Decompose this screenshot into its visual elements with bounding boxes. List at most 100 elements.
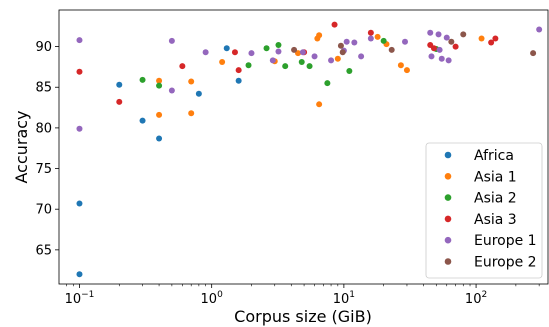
data-point-4-1 xyxy=(76,125,83,132)
data-point-4-8 xyxy=(299,49,306,56)
data-point-2-10 xyxy=(380,37,387,44)
data-point-2-0 xyxy=(139,76,146,83)
data-point-3-0 xyxy=(76,68,83,75)
data-point-4-16 xyxy=(402,38,408,45)
legend-box xyxy=(425,142,543,279)
x-axis-title: Corpus size (GiB) xyxy=(234,307,372,326)
data-point-3-12 xyxy=(492,35,499,42)
data-point-4-4 xyxy=(202,49,209,56)
data-point-3-11 xyxy=(488,39,495,46)
data-point-2-9 xyxy=(346,67,353,74)
data-point-4-24 xyxy=(536,26,543,33)
legend-marker-5 xyxy=(444,258,452,265)
data-point-0-6 xyxy=(223,45,230,52)
data-point-1-11 xyxy=(374,33,381,40)
legend-label-1: Asia 1 xyxy=(474,169,517,185)
legend-label-2: Asia 2 xyxy=(474,191,517,207)
data-point-0-0 xyxy=(76,271,83,278)
data-point-1-2 xyxy=(188,78,195,85)
y-tick-label: 85 xyxy=(35,81,52,96)
data-point-4-5 xyxy=(248,50,255,57)
legend-marker-4 xyxy=(444,236,452,244)
data-point-2-2 xyxy=(245,62,252,69)
data-point-1-10 xyxy=(334,55,341,62)
legend-marker-3 xyxy=(444,215,452,223)
data-point-4-22 xyxy=(443,34,450,41)
data-point-1-9 xyxy=(316,32,323,39)
y-tick-label: 90 xyxy=(35,40,52,55)
data-point-1-1 xyxy=(156,111,163,118)
legend: Africa Asia 1 Asia 2 Asia 3 Europe 1 Europe 2 xyxy=(425,142,543,279)
x-tick-label: 101 xyxy=(333,290,355,307)
axes: 65 70 75 80 85 90 10−1 100 101 102 xyxy=(35,40,540,307)
data-point-5-4 xyxy=(448,38,455,45)
data-point-0-7 xyxy=(235,77,242,84)
data-point-5-2 xyxy=(339,49,346,56)
data-point-5-3 xyxy=(388,46,395,53)
data-point-4-12 xyxy=(343,38,350,45)
data-point-1-15 xyxy=(478,35,485,42)
data-point-0-3 xyxy=(139,117,146,124)
data-point-3-6 xyxy=(331,21,338,28)
data-point-3-2 xyxy=(179,63,186,70)
data-point-0-1 xyxy=(76,200,83,207)
x-tick-label: 102 xyxy=(465,290,487,307)
data-point-2-3 xyxy=(263,45,270,52)
data-point-0-2 xyxy=(116,81,123,88)
data-point-3-7 xyxy=(367,29,374,36)
legend-marker-2 xyxy=(444,194,452,201)
data-point-4-3 xyxy=(168,87,175,94)
data-point-1-4 xyxy=(219,59,226,66)
data-point-2-6 xyxy=(298,59,305,66)
data-point-4-19 xyxy=(435,31,442,38)
legend-label-4: Europe 1 xyxy=(474,233,537,249)
data-point-4-14 xyxy=(358,53,365,60)
data-point-4-7 xyxy=(275,48,282,55)
data-point-4-15 xyxy=(367,35,374,42)
legend-marker-0 xyxy=(444,151,452,159)
data-point-4-2 xyxy=(168,37,175,44)
data-point-4-21 xyxy=(438,55,445,62)
data-point-2-8 xyxy=(324,80,331,87)
legend-label-3: Asia 3 xyxy=(474,212,517,228)
data-point-3-4 xyxy=(231,49,238,56)
data-point-3-3 xyxy=(235,67,242,74)
data-point-2-7 xyxy=(306,63,313,70)
data-points xyxy=(76,21,543,278)
plot-frame xyxy=(58,9,549,285)
data-point-5-0 xyxy=(291,46,298,53)
y-axis-title: Accuracy xyxy=(12,110,31,183)
data-point-2-1 xyxy=(156,82,163,89)
legend-label-5: Europe 2 xyxy=(474,255,537,271)
y-tick-label: 75 xyxy=(35,162,52,177)
x-tick-label: 10−1 xyxy=(65,290,95,307)
data-point-1-14 xyxy=(403,67,410,74)
data-point-4-13 xyxy=(351,39,358,46)
y-tick-label: 65 xyxy=(35,243,52,258)
data-point-4-17 xyxy=(427,29,434,36)
data-point-5-5 xyxy=(460,31,467,38)
data-point-3-9 xyxy=(430,45,437,52)
data-point-4-10 xyxy=(328,57,335,64)
data-point-1-13 xyxy=(397,62,404,69)
data-point-4-0 xyxy=(76,37,83,44)
data-point-4-23 xyxy=(445,57,452,64)
data-point-3-10 xyxy=(452,43,459,50)
data-point-1-3 xyxy=(188,110,195,117)
legend-marker-1 xyxy=(444,173,452,180)
data-point-2-4 xyxy=(275,41,282,48)
data-point-5-6 xyxy=(530,50,537,57)
data-point-1-8 xyxy=(316,101,323,108)
data-point-1-0 xyxy=(156,77,163,84)
data-point-2-5 xyxy=(282,63,289,70)
data-point-4-18 xyxy=(428,53,435,60)
data-point-0-5 xyxy=(195,90,202,97)
data-point-1-6 xyxy=(295,50,302,57)
data-point-0-4 xyxy=(156,135,163,142)
x-tick-label: 100 xyxy=(201,290,224,307)
data-point-3-1 xyxy=(116,98,123,105)
data-point-4-20 xyxy=(436,46,443,53)
legend-label-0: Africa xyxy=(474,148,514,164)
y-tick-label: 70 xyxy=(35,203,52,218)
